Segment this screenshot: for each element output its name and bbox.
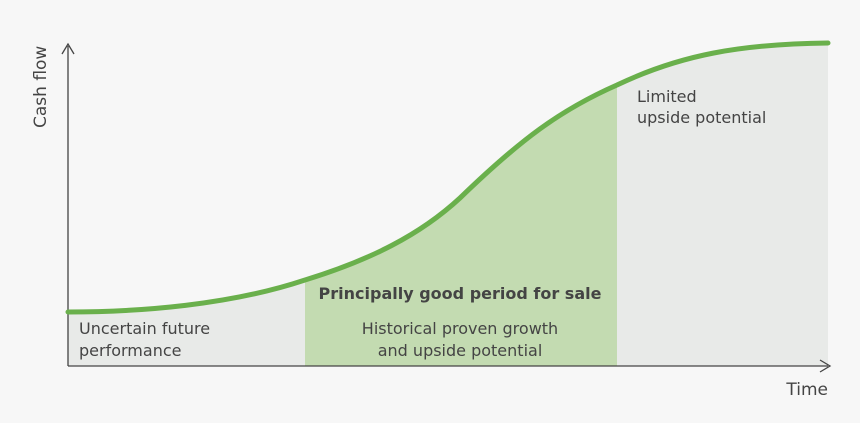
y-axis-arrow-icon [61, 42, 75, 55]
growth-curve [65, 40, 831, 315]
x-axis-label: Time [785, 380, 828, 400]
region-sale-line-1: Historical proven growth [362, 319, 558, 338]
region-sale-shade [305, 43, 617, 366]
region-late-shade [617, 43, 828, 366]
y-axis-label: Cash flow [31, 46, 51, 128]
region-early-line-1: Uncertain future [79, 319, 210, 338]
region-sale-line-2: and upside potential [378, 341, 543, 360]
region-early-line-2: performance [79, 341, 181, 360]
x-axis-arrow-icon [819, 359, 832, 373]
region-late-line-1: Limited [637, 87, 697, 106]
region-late-line-2: upside potential [637, 108, 766, 127]
region-sale-title: Principally good period for sale [319, 284, 602, 303]
